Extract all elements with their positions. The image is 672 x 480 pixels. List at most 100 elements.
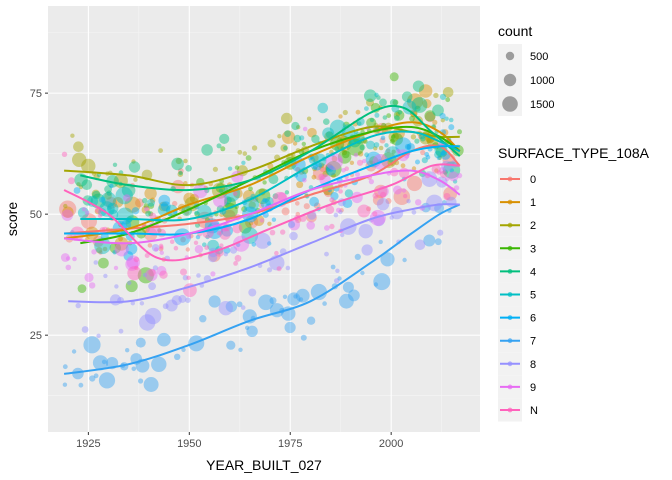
point-series-N	[219, 228, 231, 240]
point-series-6	[251, 242, 257, 247]
point-series-8	[171, 295, 182, 306]
point-series-5	[207, 239, 220, 252]
point-series-9	[72, 256, 77, 262]
point-series-9	[194, 245, 204, 254]
point-series-9	[186, 233, 192, 240]
point-series-3	[147, 202, 155, 209]
point-series-9	[336, 207, 341, 213]
point-series-8	[267, 267, 273, 273]
point-series-7	[434, 238, 442, 246]
point-series-0	[59, 200, 77, 218]
point-series-7	[143, 377, 159, 392]
point-series-N	[148, 269, 156, 277]
point-series-8	[229, 246, 238, 254]
point-series-8	[165, 299, 178, 312]
point-series-0	[312, 165, 328, 181]
size-legend-point	[505, 51, 515, 61]
point-series-5	[299, 135, 305, 141]
point-series-5	[448, 117, 454, 123]
color-legend-point	[507, 222, 513, 228]
point-series-3	[424, 110, 436, 122]
point-series-5	[364, 152, 369, 158]
point-series-4	[283, 145, 288, 151]
point-series-7	[236, 301, 243, 308]
point-series-6	[449, 168, 454, 173]
point-series-5	[202, 242, 207, 247]
point-series-3	[390, 133, 403, 146]
point-series-9	[126, 255, 141, 269]
point-series-7	[199, 315, 207, 323]
point-series-9	[61, 209, 73, 221]
point-series-1	[355, 109, 361, 115]
point-series-3	[238, 220, 252, 234]
point-series-8	[178, 294, 187, 303]
point-series-1	[144, 187, 157, 200]
point-series-4	[112, 162, 118, 167]
point-series-7	[293, 294, 298, 299]
point-series-3	[301, 141, 306, 147]
point-series-0	[185, 247, 190, 252]
point-series-2	[433, 92, 439, 99]
point-series-6	[160, 201, 171, 212]
point-series-2	[391, 149, 396, 154]
point-series-2	[70, 133, 75, 138]
point-series-7	[284, 321, 296, 334]
point-series-1	[406, 93, 424, 110]
point-series-1	[118, 236, 123, 242]
point-series-N	[372, 192, 379, 199]
point-series-8	[114, 284, 119, 289]
point-series-0	[281, 207, 290, 216]
point-series-N	[403, 193, 408, 199]
point-series-8	[240, 305, 246, 310]
point-series-4	[311, 134, 320, 144]
point-series-3	[109, 242, 122, 254]
point-series-9	[210, 271, 216, 277]
point-series-9	[144, 206, 149, 212]
point-series-4	[359, 144, 366, 151]
smooth-lines	[63, 104, 461, 375]
point-series-5	[264, 196, 274, 206]
point-series-9	[113, 265, 119, 271]
point-series-1	[418, 84, 433, 98]
point-series-N	[193, 240, 199, 245]
point-series-5	[205, 234, 210, 240]
point-series-N	[180, 268, 187, 276]
point-series-2	[242, 151, 248, 156]
point-series-N	[329, 223, 335, 230]
point-series-7	[282, 294, 288, 299]
point-series-3	[137, 267, 154, 284]
point-series-9	[156, 265, 167, 276]
point-series-7	[245, 325, 250, 330]
point-series-4	[376, 95, 381, 100]
point-series-3	[389, 72, 399, 82]
point-series-1	[94, 208, 101, 215]
point-series-5	[115, 186, 133, 205]
point-series-9	[353, 152, 359, 158]
point-series-9	[123, 194, 131, 202]
x-tick-label: 2000	[379, 438, 403, 450]
point-series-6	[125, 243, 138, 255]
smooth-line-series-7	[63, 203, 461, 375]
size-legend-point	[502, 96, 518, 112]
point-series-7	[135, 337, 146, 348]
point-series-7	[322, 301, 327, 306]
point-series-9	[60, 253, 70, 262]
point-series-9	[444, 176, 450, 182]
point-series-8	[441, 160, 453, 172]
point-series-N	[149, 212, 157, 220]
point-series-N	[436, 170, 442, 175]
point-series-7	[342, 281, 354, 293]
point-series-8	[196, 273, 201, 278]
point-series-4	[325, 131, 333, 139]
size-legend-key	[498, 68, 522, 92]
point-series-2	[440, 118, 445, 123]
point-series-8	[139, 314, 156, 331]
point-series-6	[330, 192, 339, 201]
point-series-N	[440, 170, 448, 178]
point-series-8	[75, 302, 81, 309]
point-series-9	[91, 249, 97, 255]
point-series-8	[218, 301, 233, 316]
point-series-1	[341, 149, 348, 156]
point-series-1	[141, 205, 150, 214]
point-series-8	[142, 272, 148, 278]
